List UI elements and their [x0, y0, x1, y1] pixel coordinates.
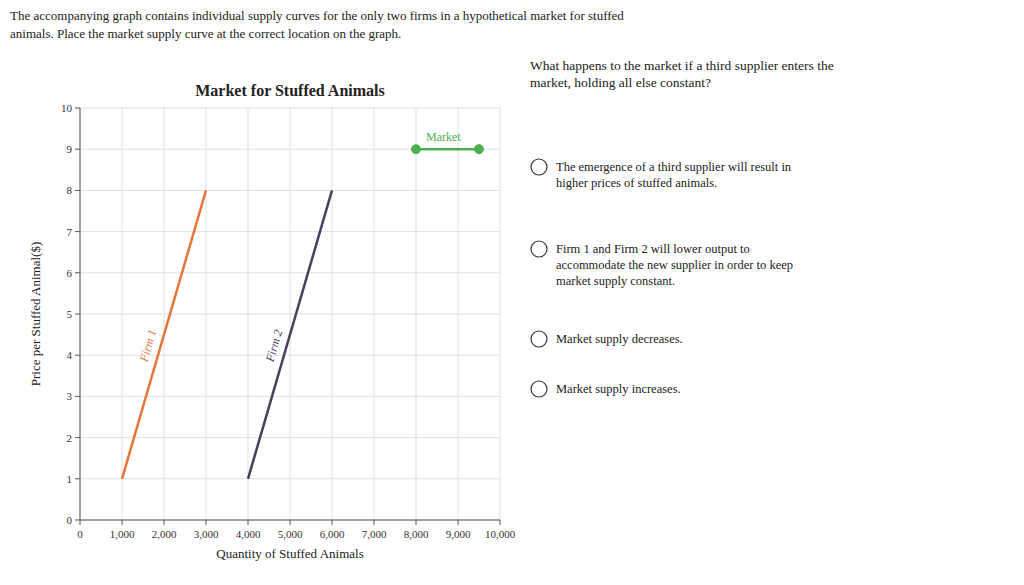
- tick-label: 0: [77, 528, 83, 540]
- tick-mark: [75, 190, 80, 191]
- text-line: higher prices of stuffed animals.: [556, 176, 717, 190]
- grid-line: [80, 231, 500, 232]
- series-line: [416, 148, 479, 151]
- header-text: The accompanying graph contains individu…: [10, 8, 624, 23]
- series-label: Firm 1: [136, 328, 159, 365]
- tick-label: 4: [67, 349, 73, 361]
- tick-mark: [164, 520, 165, 525]
- text-line: accommodate the new supplier in order to…: [556, 258, 793, 272]
- grid-line: [80, 149, 500, 150]
- title: Market for Stuffed Animals: [195, 82, 384, 99]
- option-text[interactable]: Market supply decreases.: [556, 332, 683, 346]
- tick-mark: [75, 108, 80, 109]
- tick-mark: [80, 520, 81, 525]
- grid-line: [80, 272, 500, 273]
- axes: 0 1,000 2,000 3,000 4,000 5,000 6,000 7,000 8,00…: [61, 102, 516, 540]
- tick-mark: [500, 520, 501, 525]
- tick-label: 1: [67, 473, 73, 485]
- text-line: Firm 1 and Firm 2 will lower output to: [556, 242, 750, 256]
- tick-label: 10,000: [485, 528, 516, 540]
- tick-mark: [75, 314, 80, 315]
- y-axis-label: Price per Stuffed Animal($): [28, 242, 43, 387]
- grid-line: [80, 478, 500, 479]
- tick-label: 2: [67, 432, 73, 444]
- tick-mark: [75, 520, 80, 521]
- tick-label: 4,000: [236, 528, 261, 540]
- tick-label: 1,000: [110, 528, 135, 540]
- marks: [122, 145, 484, 479]
- tick-mark: [75, 355, 80, 356]
- header-text: animals. Place the market supply curve a…: [10, 26, 401, 41]
- grid-line: [80, 520, 500, 521]
- grid-line: [80, 108, 500, 109]
- grid-line: [80, 108, 81, 520]
- tick-mark: [248, 520, 249, 525]
- tick-mark: [290, 520, 291, 525]
- tick-mark: [206, 520, 207, 525]
- question-text: What happens to the market if a third su…: [530, 58, 834, 90]
- option-text[interactable]: The emergence of a third supplier will r…: [556, 160, 792, 190]
- x-axis-line: [80, 520, 500, 521]
- tick-mark: [75, 149, 80, 150]
- radio-button[interactable]: [531, 381, 547, 397]
- tick-mark: [75, 231, 80, 232]
- option-text[interactable]: Firm 1 and Firm 2 will lower output to ac…: [556, 242, 793, 288]
- background: [0, 0, 1024, 585]
- tick-label: 8,000: [404, 528, 429, 540]
- tick-mark: [458, 520, 459, 525]
- tick-label: 6: [67, 267, 73, 279]
- tick-label: 2,000: [152, 528, 177, 540]
- radio-button[interactable]: [531, 159, 547, 175]
- series-line: [122, 190, 206, 478]
- tick-mark: [416, 520, 417, 525]
- text-line: market supply constant.: [556, 274, 675, 288]
- tick-mark: [374, 520, 375, 525]
- series-line: [248, 190, 332, 478]
- text-line: Market supply increases.: [556, 382, 681, 396]
- grid-line: [80, 396, 500, 397]
- y-axis-line: [80, 108, 81, 520]
- chart: The accompanying graph contains individu…: [0, 0, 1024, 585]
- tick-label: 6,000: [320, 528, 345, 540]
- radio-button[interactable]: [531, 241, 547, 257]
- tick-label: 3: [67, 390, 73, 402]
- series-labels: Firm 1 Firm 2 Market: [136, 130, 461, 364]
- point: [475, 145, 484, 154]
- tick-label: 0: [67, 514, 73, 526]
- grid: [80, 108, 500, 520]
- tick-mark: [75, 478, 80, 479]
- tick-label: 10: [61, 102, 73, 114]
- text-line: The emergence of a third supplier will r…: [556, 160, 792, 174]
- series-label: Market: [426, 130, 461, 144]
- tick-mark: [75, 396, 80, 397]
- tick-label: 8: [67, 184, 73, 196]
- option-text[interactable]: Market supply increases.: [556, 382, 681, 396]
- tick-label: 3,000: [194, 528, 219, 540]
- tick-label: 7: [67, 226, 73, 238]
- tick-label: 5,000: [278, 528, 303, 540]
- text-line: Market supply decreases.: [556, 332, 683, 346]
- tick-mark: [75, 437, 80, 438]
- grid-line: [80, 437, 500, 438]
- tick-mark: [75, 272, 80, 273]
- tick-label: 7,000: [362, 528, 387, 540]
- series-label: Firm 2: [262, 328, 285, 365]
- tick-label: 9,000: [446, 528, 471, 540]
- text-line: What happens to the market if a third su…: [530, 58, 834, 73]
- tick-mark: [122, 520, 123, 525]
- point: [412, 145, 421, 154]
- x-axis-label: Quantity of Stuffed Animals: [216, 546, 363, 561]
- grid-line: [80, 314, 500, 315]
- radio-button[interactable]: [531, 331, 547, 347]
- text-line: market, holding all else constant?: [530, 75, 711, 90]
- tick-label: 5: [67, 308, 73, 320]
- grid-line: [80, 190, 500, 191]
- tick-label: 9: [67, 143, 73, 155]
- tick-mark: [332, 520, 333, 525]
